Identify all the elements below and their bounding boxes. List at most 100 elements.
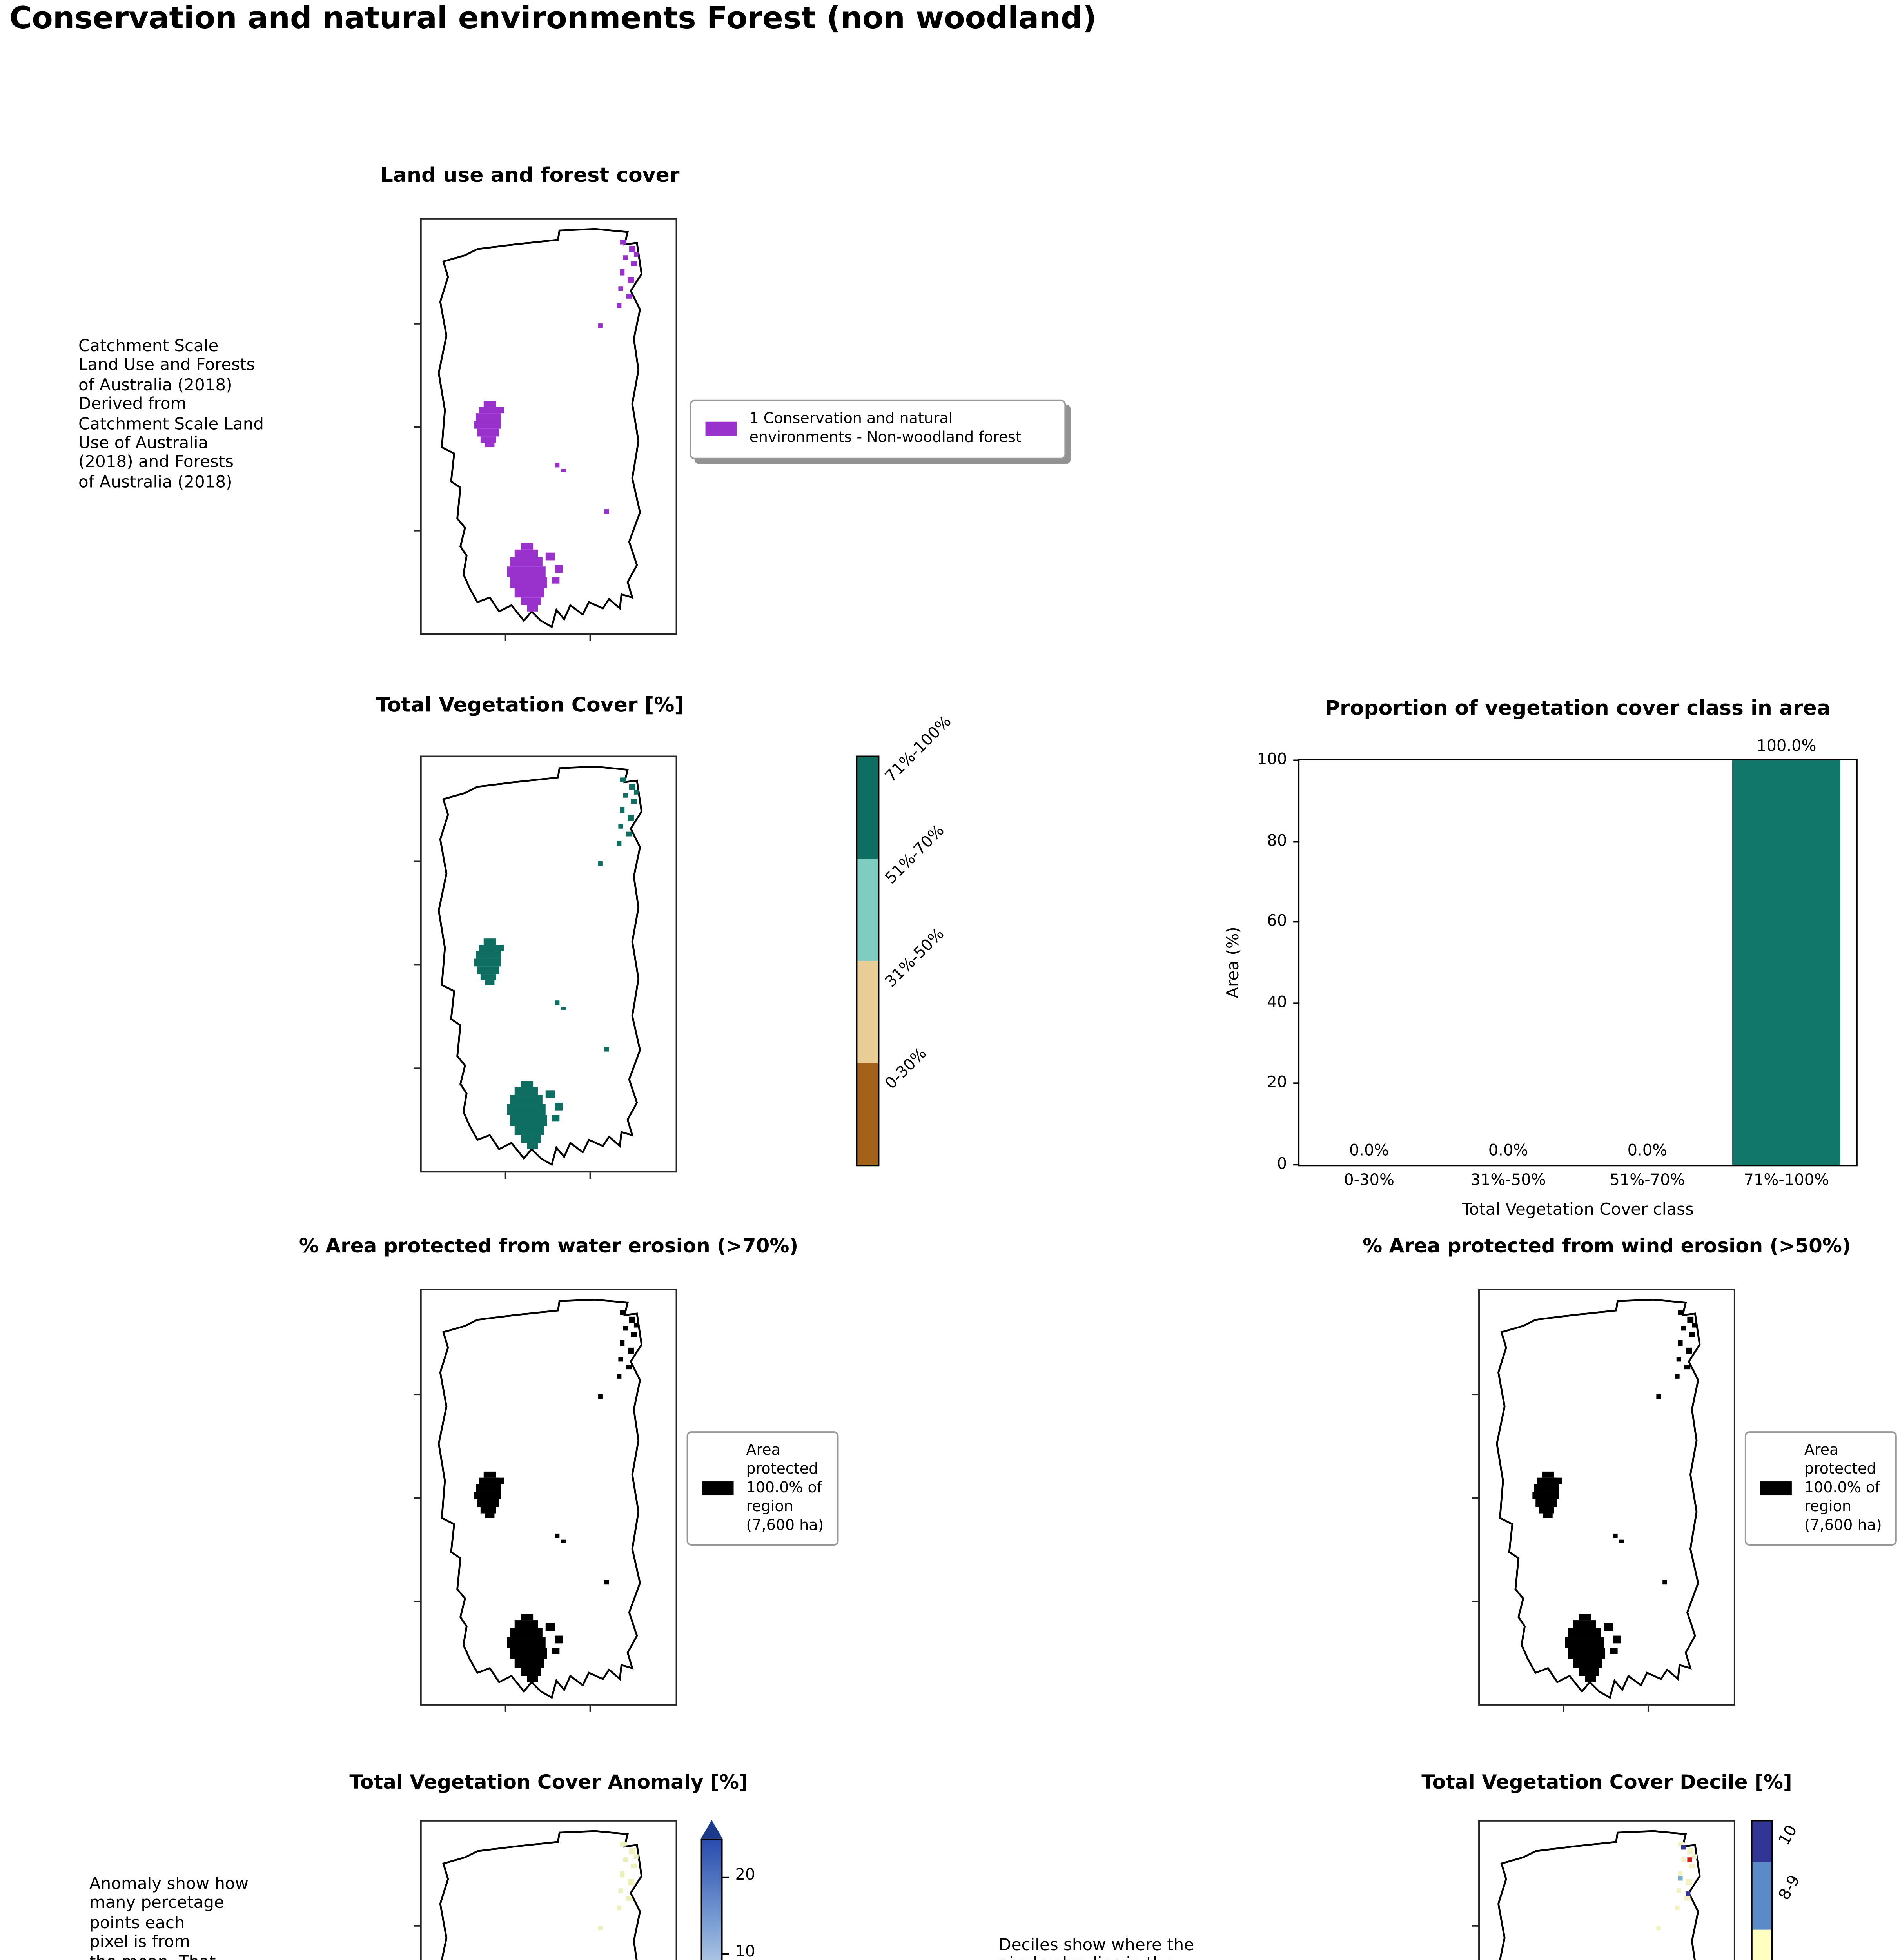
map-axis-tick: [414, 964, 420, 966]
catchment-outline: [1497, 1831, 1700, 1960]
map-axis-tick: [589, 635, 591, 641]
land-use-legend: 1 Conservation and natural environments …: [690, 399, 1066, 459]
bar-slot: 0.0% 31%-50%: [1439, 760, 1578, 1190]
map-axis-tick: [1563, 1705, 1565, 1712]
cbar-seg-71-100: [857, 757, 878, 859]
map-axis-tick: [414, 1600, 420, 1602]
decile-title: Total Vegetation Cover Decile [%]: [1421, 1769, 1792, 1793]
map-axis-tick: [414, 323, 420, 325]
map-axis-tick: [414, 426, 420, 428]
land-use-note: Catchment Scale Land Use and Forests of …: [78, 337, 264, 492]
water-erosion-legend-swatch: [702, 1481, 734, 1496]
wind-erosion-title: % Area protected from wind erosion (>50%…: [1363, 1234, 1851, 1258]
x-tick-label: 31%-50%: [1470, 1172, 1546, 1190]
cbar-label-31-50: 31%-50%: [882, 926, 948, 991]
cbar-seg-0-30: [857, 1063, 878, 1165]
y-tick-label: 0: [1277, 1156, 1287, 1174]
bar-value-label: 100.0%: [1757, 738, 1817, 756]
map-axis-tick: [505, 1172, 507, 1179]
land-use-legend-swatch: [705, 422, 737, 437]
x-tick-label: 71%-100%: [1744, 1172, 1829, 1190]
proportion-chart-ylabel: Area (%): [1224, 927, 1243, 998]
decile-seg-10: [1752, 1821, 1771, 1863]
y-tick-mark: [1293, 1002, 1300, 1004]
water-erosion-legend: Area protected 100.0% of region (7,600 h…: [686, 1431, 840, 1546]
wind-erosion-map: [1472, 1289, 1735, 1712]
catchment-outline: [439, 1831, 641, 1960]
bar-value-label: 0.0%: [1627, 1143, 1668, 1160]
land-use-map: [414, 218, 677, 641]
map-axis-tick: [414, 860, 420, 862]
map-axis-tick: [414, 1067, 420, 1069]
map-axis-tick: [414, 530, 420, 532]
map-axis-tick: [1472, 1925, 1479, 1927]
map-axis-tick: [1472, 1497, 1479, 1499]
x-tick-label: 0-30%: [1344, 1172, 1394, 1190]
land-use-legend-label: 1 Conservation and natural environments …: [749, 410, 1022, 447]
wind-erosion-legend: Area protected 100.0% of region (7,600 h…: [1744, 1431, 1898, 1546]
map-axis-tick: [414, 1925, 420, 1927]
wind-erosion-legend-swatch: [1760, 1481, 1792, 1496]
bar-slot: 0.0% 51%-70%: [1578, 760, 1717, 1190]
anomaly-title: Total Vegetation Cover Anomaly [%]: [349, 1769, 748, 1793]
cbar-label-71-100: 71%-100%: [882, 713, 955, 786]
veg-cover-map: [414, 755, 677, 1179]
map-axis-tick: [505, 635, 507, 641]
cbar-seg-51-70: [857, 859, 878, 961]
bar-value-label: 0.0%: [1488, 1143, 1528, 1160]
catchment-map-svg: [1480, 1822, 1734, 1960]
land-use-title: Land use and forest cover: [380, 164, 680, 188]
map-axis-tick: [589, 1172, 591, 1179]
y-tick-label: 40: [1267, 994, 1287, 1012]
water-erosion-map: [414, 1289, 677, 1712]
map-axis-tick: [414, 1394, 420, 1396]
decile-seg-8-9: [1752, 1863, 1771, 1929]
decile-label-10: 10: [1776, 1822, 1802, 1849]
anomaly-note: Anomaly show how many percetage points e…: [89, 1875, 249, 1960]
decile-colorbar: 10 8-9 4-7 2-3 1: [1751, 1820, 1804, 1960]
bar-slot: 0.0% 0-30%: [1299, 760, 1439, 1190]
bar-71%-100%: [1732, 760, 1841, 1165]
y-tick-mark: [1293, 921, 1300, 923]
map-axis-tick: [505, 1705, 507, 1712]
bar-slot: 100.0% 71%-100%: [1717, 739, 1856, 1190]
x-tick-label: 51%-70%: [1610, 1172, 1685, 1190]
decile-map: [1472, 1820, 1735, 1960]
map-axis-tick: [1647, 1705, 1649, 1712]
decile-seg-4-7: [1752, 1929, 1771, 1960]
decile-colorbar-body: [1751, 1820, 1773, 1960]
colorbar-upper-arrow: [700, 1820, 723, 1839]
catchment-map-svg: [422, 1822, 676, 1960]
cbar-seg-31-50: [857, 961, 878, 1063]
veg-cover-colorbar-body: [856, 755, 880, 1167]
anomaly-tick-20: 20: [735, 1867, 755, 1884]
proportion-chart-xlabel: Total Vegetation Cover class: [1462, 1201, 1694, 1220]
veg-cover-colorbar: 71%-100% 51%-70% 31%-50% 0-30%: [856, 713, 955, 1167]
anomaly-colorbar: 20 10 0 −10 −20: [700, 1820, 755, 1960]
bar-value-label: 0.0%: [1349, 1143, 1389, 1160]
anomaly-map: [414, 1820, 677, 1960]
y-tick-mark: [1293, 1164, 1300, 1166]
cbar-label-51-70: 51%-70%: [882, 822, 948, 888]
catchment-map-svg: [1480, 1290, 1734, 1704]
bar-plot: 0 20 40 60 80 100 0.0% 0-30% 0.0% 31%-50% 0.0% 51%-…: [1257, 739, 1858, 1190]
y-tick-label: 80: [1267, 832, 1287, 850]
y-tick-label: 60: [1267, 913, 1287, 931]
water-erosion-title: % Area protected from water erosion (>70…: [299, 1234, 798, 1258]
catchment-map-svg: [422, 220, 676, 633]
catchment-map-svg: [422, 1290, 676, 1704]
anomaly-tick-10: 10: [735, 1944, 755, 1960]
veg-cover-title: Total Vegetation Cover [%]: [376, 694, 684, 718]
decile-note: Deciles show where the pixel value lies …: [998, 1936, 1194, 1960]
cbar-label-0-30: 0-30%: [882, 1045, 931, 1093]
y-tick-mark: [1293, 1083, 1300, 1085]
catchment-map-svg: [422, 757, 676, 1171]
colorbar-gradient: [700, 1838, 723, 1960]
decile-label-8-9: 8-9: [1776, 1873, 1804, 1904]
proportion-chart-title: Proportion of vegetation cover class in …: [1325, 697, 1831, 721]
water-erosion-legend-label: Area protected 100.0% of region (7,600 h…: [746, 1442, 824, 1534]
map-axis-tick: [414, 1497, 420, 1499]
wind-erosion-legend-label: Area protected 100.0% of region (7,600 h…: [1804, 1442, 1882, 1534]
map-axis-tick: [1472, 1394, 1479, 1396]
